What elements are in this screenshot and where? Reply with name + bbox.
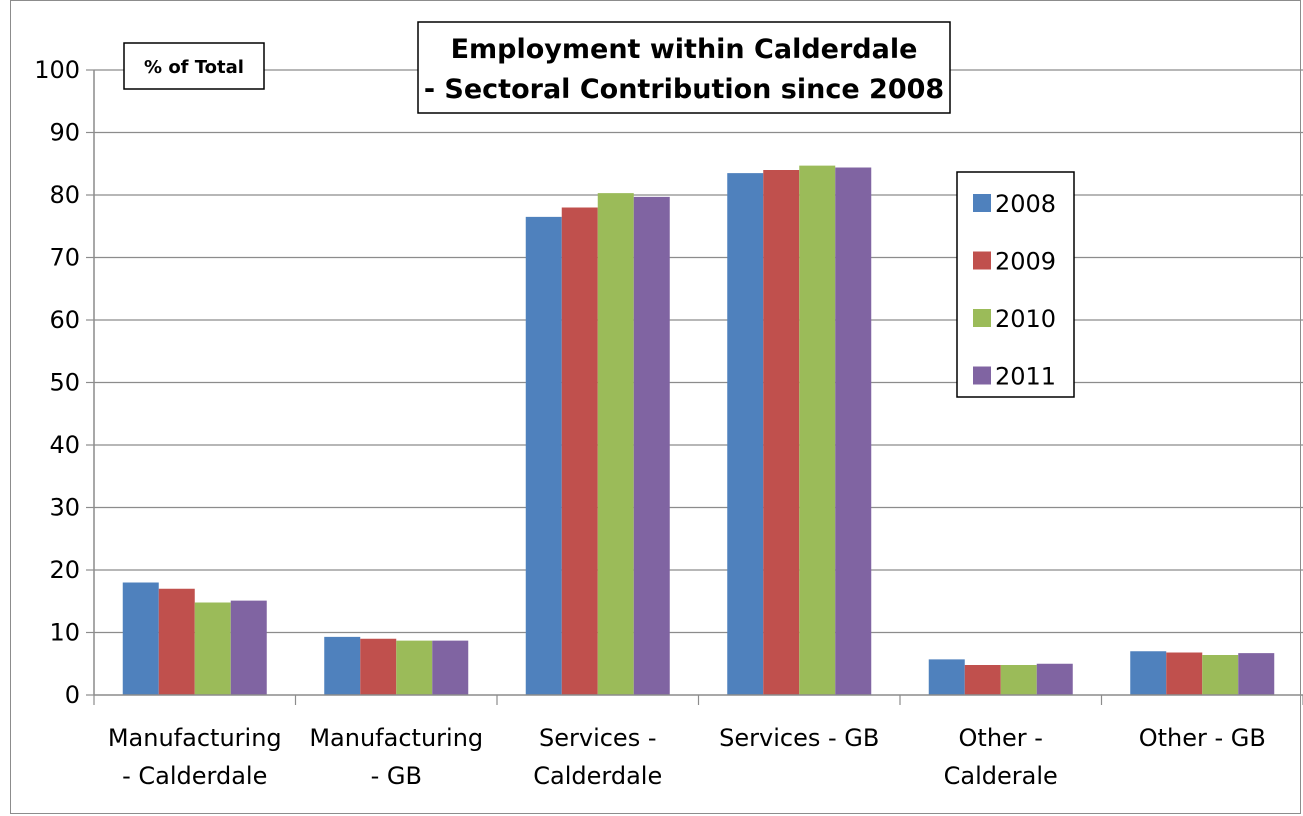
x-category-label: Calderdale xyxy=(533,762,662,790)
bar-2010 xyxy=(597,193,634,695)
chart-frame xyxy=(10,0,1301,814)
x-category-label: - GB xyxy=(371,762,422,790)
y-tick-label: 10 xyxy=(49,619,80,647)
x-category-label: - Calderdale xyxy=(122,762,267,790)
legend-label: 2011 xyxy=(995,363,1056,391)
y-tick-label: 30 xyxy=(49,494,80,522)
legend-label: 2009 xyxy=(995,248,1056,276)
bar-2011 xyxy=(835,167,872,695)
bar-2010 xyxy=(194,602,231,695)
y-tick-label: 80 xyxy=(49,181,80,209)
x-category-label: Other - xyxy=(959,724,1043,752)
legend-label: 2008 xyxy=(995,190,1056,218)
chart-title-line-2: - Sectoral Contribution since 2008 xyxy=(424,74,944,105)
y-tick-label: 90 xyxy=(49,119,80,147)
bar-2009 xyxy=(561,207,598,695)
y-axis-label: % of Total xyxy=(144,57,244,78)
bar-2009 xyxy=(763,170,800,695)
legend-swatch xyxy=(973,194,991,212)
bar-2008 xyxy=(727,173,764,695)
y-tick-label: 40 xyxy=(49,431,80,459)
bar-2011 xyxy=(230,600,267,695)
chart-title-line-1: Employment within Calderdale xyxy=(451,34,918,65)
bar-2010 xyxy=(1202,655,1239,695)
y-tick-label: 50 xyxy=(49,369,80,397)
bar-2008 xyxy=(1130,651,1167,695)
x-category-label: Services - GB xyxy=(719,724,879,752)
y-tick-label: 60 xyxy=(49,306,80,334)
bars xyxy=(122,165,1275,695)
legend-swatch xyxy=(973,251,991,270)
bar-2011 xyxy=(633,196,670,695)
axis-labels: 0 10 20 30 40 50 60 70 80 90 100 Manufacturing - Cal… xyxy=(34,56,1266,790)
x-category-label: Services - xyxy=(539,724,657,752)
bar-2009 xyxy=(158,588,195,695)
bar-2008 xyxy=(324,636,361,695)
bar-2008 xyxy=(122,582,159,695)
legend-swatch xyxy=(973,309,991,327)
y-tick-label: 70 xyxy=(49,244,80,272)
x-category-label: Manufacturing xyxy=(309,724,483,752)
bar-2011 xyxy=(432,640,469,695)
legend: 2008 2009 2010 2011 xyxy=(956,171,1075,398)
bar-2009 xyxy=(1166,652,1203,695)
bar-2011 xyxy=(1036,663,1073,695)
bar-2010 xyxy=(799,165,836,695)
legend-swatch xyxy=(973,366,991,385)
bar-2009 xyxy=(964,665,1001,695)
bar-2010 xyxy=(396,640,433,695)
y-tick-label: 100 xyxy=(34,56,80,84)
bar-2011 xyxy=(1238,653,1275,695)
bar-2009 xyxy=(360,638,397,695)
x-category-label: Other - GB xyxy=(1139,724,1266,752)
y-tick-label: 20 xyxy=(49,556,80,584)
x-category-label: Calderale xyxy=(944,762,1058,790)
gridlines xyxy=(94,69,1303,634)
bar-2008 xyxy=(928,659,965,695)
y-tick-label: 0 xyxy=(65,681,80,709)
bar-2008 xyxy=(525,216,562,695)
bar-2010 xyxy=(1000,665,1037,695)
chart-title-box: Employment within Calderdale - Sectoral … xyxy=(417,21,951,114)
x-category-label: Manufacturing xyxy=(108,724,282,752)
legend-label: 2010 xyxy=(995,305,1056,333)
y-axis-label-box: % of Total xyxy=(123,42,265,90)
axes xyxy=(86,69,1303,705)
